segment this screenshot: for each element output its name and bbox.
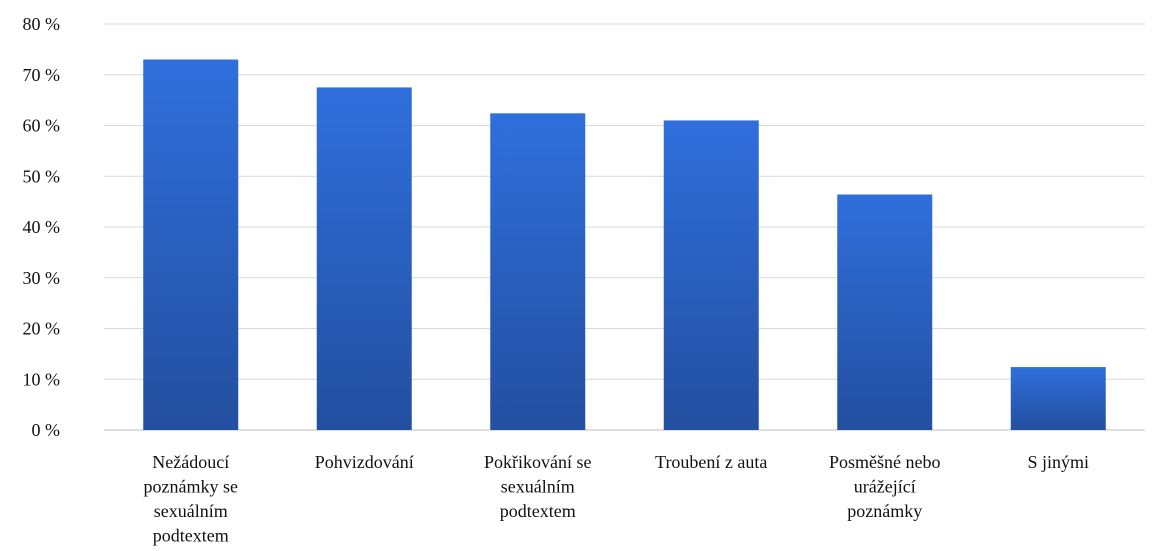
y-tick-label: 30 % bbox=[23, 268, 61, 288]
y-tick-label: 40 % bbox=[23, 217, 61, 237]
y-tick-label: 10 % bbox=[23, 369, 61, 389]
bar bbox=[663, 120, 759, 431]
bar bbox=[490, 113, 586, 430]
x-category-label: Troubení z auta bbox=[655, 452, 767, 472]
x-category-label: S jinými bbox=[1027, 452, 1089, 472]
y-tick-label: 80 % bbox=[23, 14, 61, 34]
y-tick-label: 70 % bbox=[23, 65, 61, 85]
bar bbox=[143, 59, 239, 431]
x-category-label: Pokřikování se sexuálním podtextem bbox=[484, 452, 592, 521]
x-category-label: Nežádoucí poznámky se sexuálním podtextem bbox=[144, 452, 238, 546]
gridlines bbox=[104, 23, 1145, 431]
bar bbox=[1010, 367, 1106, 430]
x-category-label: Posměšné nebo urážející poznámky bbox=[829, 452, 941, 521]
y-tick-label: 20 % bbox=[23, 319, 61, 339]
y-axis-tick-labels: 0 % 10 % 20 % 30 % 40 % 50 % 60 % 70 % 80 % bbox=[23, 14, 61, 440]
bar bbox=[316, 87, 412, 430]
x-axis-category-labels: Nežádoucí poznámky se sexuálním podtextem Po… bbox=[144, 452, 1090, 546]
y-tick-label: 0 % bbox=[32, 420, 61, 440]
x-category-label: Pohvizdování bbox=[315, 452, 414, 472]
y-tick-label: 50 % bbox=[23, 166, 61, 186]
bars bbox=[143, 59, 1106, 431]
bar bbox=[837, 194, 933, 430]
y-tick-label: 60 % bbox=[23, 116, 61, 136]
